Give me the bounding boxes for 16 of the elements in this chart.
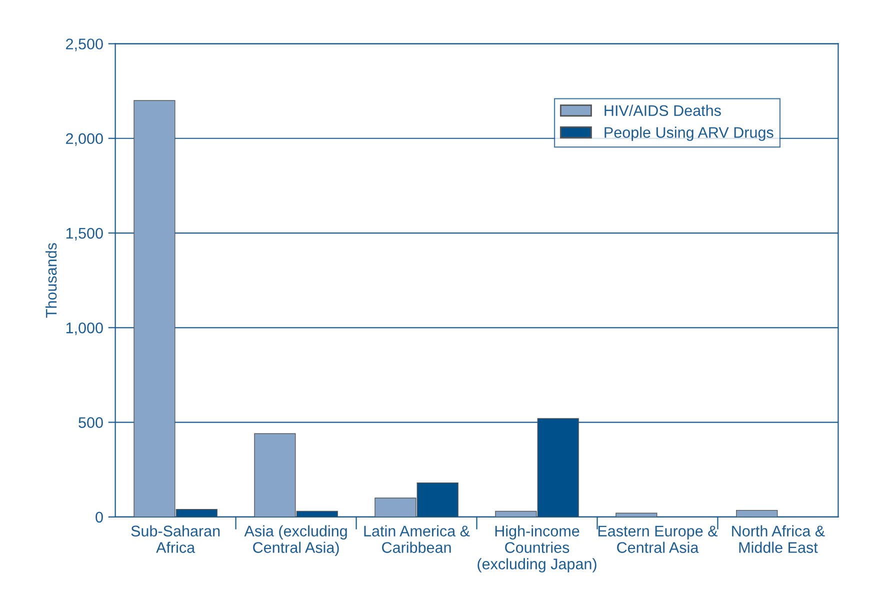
x-tick-label: Asia (excluding Central Asia) — [244, 525, 347, 556]
legend-label: HIV/AIDS Deaths — [604, 104, 721, 116]
y-tick-label: 2,000 — [66, 133, 103, 146]
y-axis-title: Thousands — [45, 243, 57, 318]
bar — [736, 510, 778, 517]
y-tick-label: 1,500 — [66, 228, 103, 240]
x-tick-label: High-income Countries (excluding Japan) — [478, 525, 596, 572]
y-tick-label: 2,500 — [66, 38, 103, 52]
y-tick-label: 0 — [96, 512, 103, 523]
x-tick-label: Sub-Saharan Africa — [131, 525, 220, 553]
legend-label: People Using ARV Drugs — [604, 126, 774, 141]
x-tick-label: North Africa & Middle East — [732, 525, 825, 553]
x-tick-label: Eastern Europe & Central Asia — [598, 526, 718, 553]
y-tick-label: 500 — [78, 417, 103, 428]
y-tick-label: 1,000 — [66, 322, 103, 336]
x-tick-label: Latin America & Caribbean — [364, 525, 470, 553]
